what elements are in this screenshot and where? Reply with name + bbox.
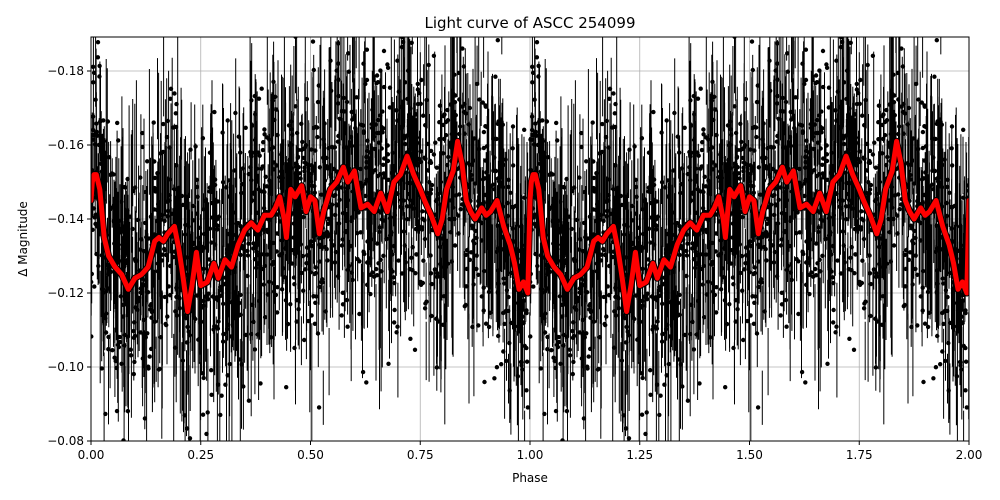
y-tick-label: −0.18 [47,64,84,78]
x-tick-label: 1.00 [517,448,544,462]
x-axis-label: Phase [512,471,548,485]
y-tick-label: −0.14 [47,212,84,226]
y-tick-label: −0.10 [47,360,84,374]
red-binned-line [91,138,969,314]
data-points [91,37,969,441]
y-tick-label: −0.16 [47,138,84,152]
x-tick-label: 1.50 [736,448,763,462]
y-tick-label: −0.12 [47,286,84,300]
y-tick-label: −0.08 [47,434,84,448]
binned-curve [91,137,969,315]
x-tick-label: 0.75 [407,448,434,462]
x-tick-label: 0.25 [187,448,214,462]
chart-title: Light curve of ASCC 254099 [425,14,636,32]
x-axis-ticks: 0.00 0.25 0.50 0.75 1.00 1.25 1.50 1.75 2.00 [78,441,983,462]
y-axis-label: Δ Magnitude [16,201,30,277]
x-tick-label: 2.00 [956,448,983,462]
x-tick-label: 0.00 [78,448,105,462]
x-tick-label: 0.50 [297,448,324,462]
x-tick-label: 1.75 [846,448,873,462]
y-axis-ticks: −0.18 −0.16 −0.14 −0.12 −0.10 −0.08 [47,64,91,448]
x-tick-label: 1.25 [626,448,653,462]
plot-area [90,36,970,442]
